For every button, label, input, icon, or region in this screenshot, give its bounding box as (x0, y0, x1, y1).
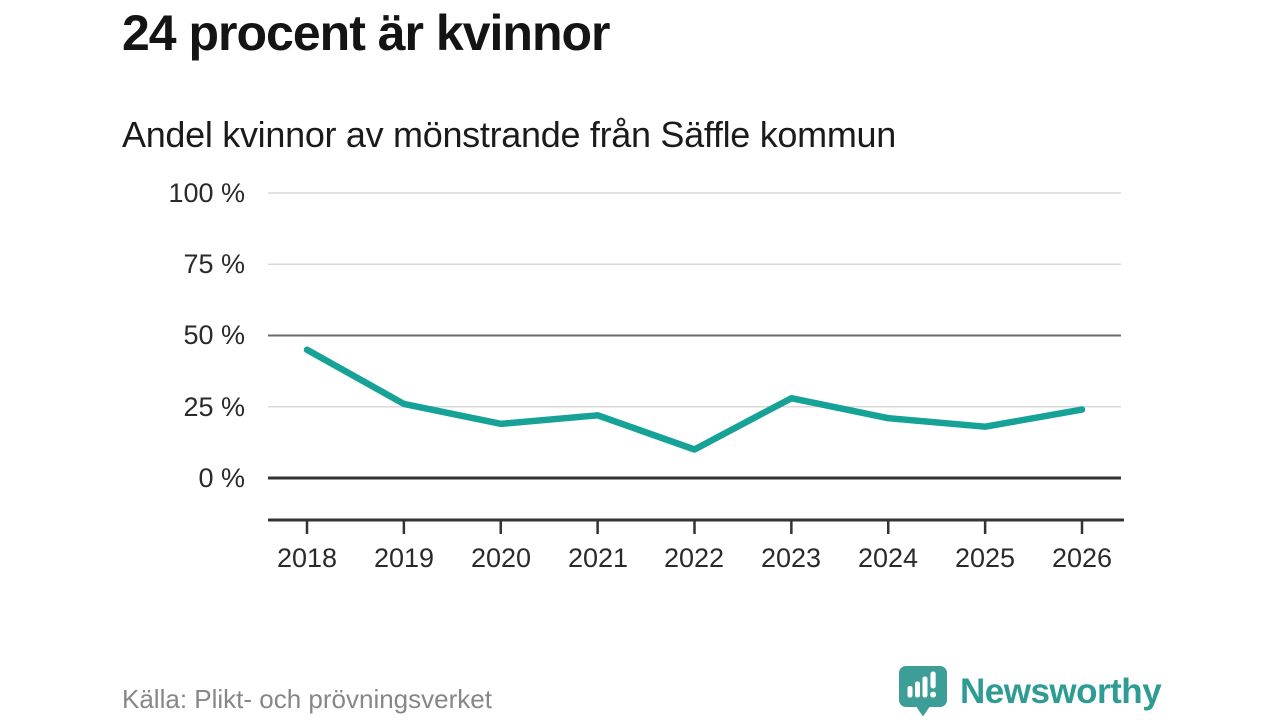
newsworthy-speech-bubble-barchart-icon (899, 666, 947, 717)
newsworthy-logo-text: Newsworthy (960, 672, 1162, 711)
y-axis-label-100: 100 % (168, 178, 245, 208)
x-axis-label-2021: 2021 (567, 543, 629, 573)
data-line-series-0 (303, 346, 1086, 453)
x-axis-label-2026: 2026 (1051, 543, 1113, 573)
source-note: Källa: Plikt- och prövningsverket (122, 684, 492, 714)
x-axis-label-2019: 2019 (373, 543, 435, 573)
y-axis-label-0: 0 % (198, 463, 245, 493)
chart-subtitle: Andel kvinnor av mönstrande från Säffle … (122, 114, 896, 155)
x-axis-label-2018: 2018 (276, 543, 338, 573)
x-axis-label-2023: 2023 (760, 543, 822, 573)
newsworthy-logo: Newsworthy (898, 666, 1162, 718)
chart-title: 24 procent är kvinnor (122, 5, 610, 61)
y-axis-label-25: 25 % (183, 392, 245, 422)
x-axis-label-2022: 2022 (663, 543, 725, 573)
x-axis-label-2024: 2024 (857, 543, 919, 573)
y-axis-label-75: 75 % (183, 249, 245, 279)
x-axis-label-2020: 2020 (470, 543, 532, 573)
x-axis-label-2025: 2025 (954, 543, 1016, 573)
y-axis-label-50: 50 % (183, 320, 245, 350)
